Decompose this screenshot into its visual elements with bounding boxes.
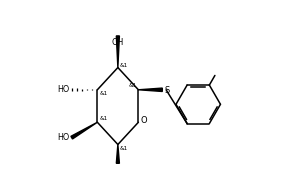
Text: &1: &1 xyxy=(120,63,128,68)
Text: &1: &1 xyxy=(100,91,108,96)
Text: HO: HO xyxy=(57,85,70,94)
Text: &1: &1 xyxy=(129,83,137,88)
Text: &1: &1 xyxy=(100,116,108,121)
Text: S: S xyxy=(164,86,169,95)
Polygon shape xyxy=(138,88,162,91)
Text: &1: &1 xyxy=(120,146,128,151)
Text: OH: OH xyxy=(112,38,124,48)
Polygon shape xyxy=(71,122,97,139)
Polygon shape xyxy=(116,144,119,163)
Text: HO: HO xyxy=(57,133,70,142)
Polygon shape xyxy=(116,36,119,68)
Text: O: O xyxy=(141,116,147,125)
